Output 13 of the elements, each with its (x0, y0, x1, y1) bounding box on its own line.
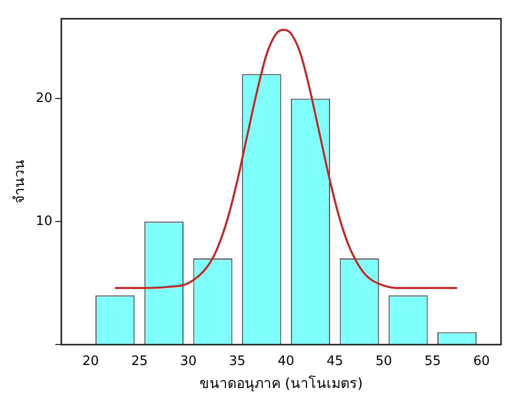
y-tick-label: 10 (36, 214, 52, 230)
x-axis-title: ขนาดอนุภาค (นาโนเมตร) (199, 375, 363, 392)
x-tick-label: 55 (424, 354, 441, 369)
y-axis-title: จำนวน (12, 160, 28, 204)
x-tick-label: 25 (131, 354, 148, 369)
x-tick-label: 35 (228, 354, 246, 369)
x-tick-label: 30 (180, 354, 197, 369)
x-tick-label: 50 (375, 354, 392, 369)
line-series (114, 28, 458, 290)
x-tick-label: 20 (82, 354, 99, 369)
x-tick-label: 60 (473, 354, 490, 369)
x-tick-label: 45 (326, 354, 344, 369)
x-tick-label: 40 (278, 354, 294, 369)
